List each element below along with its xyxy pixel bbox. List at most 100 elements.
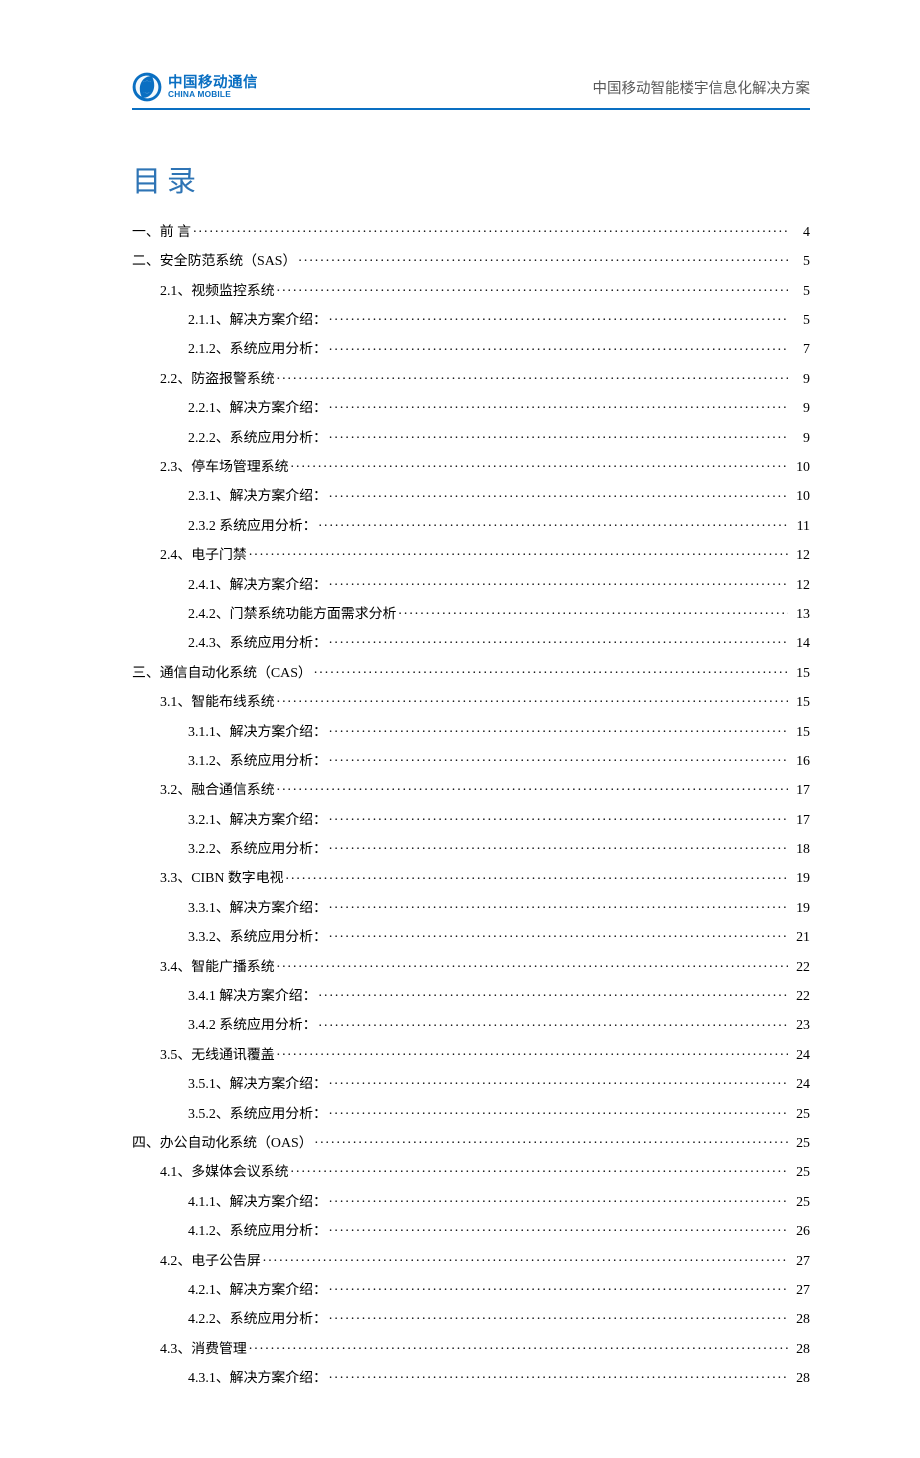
toc-leader-dots [329, 751, 788, 765]
toc-label: 3.2.1、解决方案介绍： [188, 814, 327, 828]
toc-row[interactable]: 2.3、停车场管理系统10 [132, 457, 810, 475]
toc-leader-dots [329, 810, 788, 824]
toc-label: 3.4、智能广播系统 [160, 961, 275, 975]
toc-page-number: 27 [790, 1284, 810, 1298]
toc-row[interactable]: 4.3、消费管理28 [132, 1339, 810, 1357]
toc-row[interactable]: 2.4、电子门禁12 [132, 545, 810, 563]
logo-text: 中国移动通信 CHINA MOBILE [168, 76, 258, 99]
toc-row[interactable]: 4.3.1、解决方案介绍：28 [132, 1368, 810, 1386]
toc-row[interactable]: 4.1.2、系统应用分析： 26 [132, 1221, 810, 1239]
toc-label: 2.4.1、解决方案介绍： [188, 579, 327, 593]
toc-leader-dots [329, 487, 788, 501]
toc-leader-dots [329, 1221, 788, 1235]
logo-text-cn: 中国移动通信 [168, 76, 258, 91]
toc-row[interactable]: 3.5.1、解决方案介绍：24 [132, 1074, 810, 1092]
toc-row[interactable]: 3.2.1、解决方案介绍：17 [132, 810, 810, 828]
toc-leader-dots [329, 722, 788, 736]
toc-page-number: 27 [790, 1255, 810, 1269]
toc-page-number: 25 [790, 1137, 810, 1151]
toc-leader-dots [277, 780, 788, 794]
toc-label: 2.2.2、系统应用分析： [188, 432, 327, 446]
toc-leader-dots [277, 369, 788, 383]
toc-row[interactable]: 3.5、无线通讯覆盖24 [132, 1045, 810, 1063]
toc-row[interactable]: 3.2.2、系统应用分析：18 [132, 839, 810, 857]
toc-label: 四、办公自动化系统（OAS） [132, 1137, 313, 1151]
toc-leader-dots [329, 898, 788, 912]
toc-row[interactable]: 3.3.2、系统应用分析：21 [132, 927, 810, 945]
toc-leader-dots [329, 1309, 788, 1323]
toc-label: 2.3.1、解决方案介绍： [188, 490, 327, 504]
toc-row[interactable]: 二、安全防范系统（SAS） 5 [132, 251, 810, 269]
logo-block: 中国移动通信 CHINA MOBILE [132, 72, 258, 102]
toc-label: 4.3.1、解决方案介绍： [188, 1372, 327, 1386]
toc-row[interactable]: 4.1、多媒体会议系统25 [132, 1163, 810, 1181]
toc-leader-dots [329, 927, 788, 941]
toc-page-number: 13 [790, 608, 810, 622]
toc-row[interactable]: 2.2、防盗报警系统9 [132, 369, 810, 387]
toc-page-number: 5 [790, 255, 810, 269]
toc-row[interactable]: 4.1.1、解决方案介绍：25 [132, 1192, 810, 1210]
toc-leader-dots [249, 1339, 788, 1353]
toc-row[interactable]: 3.5.2、系统应用分析：25 [132, 1104, 810, 1122]
toc-row[interactable]: 2.4.3、系统应用分析：14 [132, 633, 810, 651]
toc-leader-dots [329, 1104, 788, 1118]
toc-label: 3.2.2、系统应用分析： [188, 843, 327, 857]
toc-row[interactable]: 3.4、智能广播系统22 [132, 957, 810, 975]
toc-page-number: 12 [790, 579, 810, 593]
toc-row[interactable]: 2.2.2、系统应用分析： 9 [132, 428, 810, 446]
toc-label: 4.1.2、系统应用分析： [188, 1225, 327, 1239]
toc-label: 二、安全防范系统（SAS） [132, 255, 296, 269]
toc-leader-dots [319, 516, 789, 530]
toc-label: 4.2.1、解决方案介绍： [188, 1284, 327, 1298]
toc-leader-dots [277, 957, 788, 971]
toc-row[interactable]: 三、通信自动化系统（CAS）15 [132, 663, 810, 681]
toc-row[interactable]: 一、前 言4 [132, 222, 810, 240]
toc-leader-dots [319, 1016, 789, 1030]
china-mobile-logo-icon [132, 72, 162, 102]
toc-row[interactable]: 3.4.1 解决方案介绍：22 [132, 986, 810, 1004]
toc-row[interactable]: 2.1.1、解决方案介绍：5 [132, 310, 810, 328]
toc-page-number: 19 [790, 872, 810, 886]
toc-row[interactable]: 3.1、智能布线系统15 [132, 692, 810, 710]
toc-page-number: 23 [790, 1019, 810, 1033]
toc-page-number: 14 [790, 637, 810, 651]
toc-row[interactable]: 3.1.2、系统应用分析：16 [132, 751, 810, 769]
toc-label: 3.3.1、解决方案介绍： [188, 902, 327, 916]
toc-label: 2.4.2、门禁系统功能方面需求分析 [188, 608, 396, 622]
toc-row[interactable]: 2.3.2 系统应用分析：11 [132, 516, 810, 534]
toc-row[interactable]: 4.2、电子公告屏27 [132, 1251, 810, 1269]
toc-row[interactable]: 2.4.2、门禁系统功能方面需求分析 13 [132, 604, 810, 622]
toc-leader-dots [329, 633, 788, 647]
toc-label: 三、通信自动化系统（CAS） [132, 667, 312, 681]
toc-row[interactable]: 4.2.2、系统应用分析：28 [132, 1309, 810, 1327]
toc-leader-dots [319, 986, 789, 1000]
toc-page-number: 10 [790, 490, 810, 504]
toc-label: 3.5.2、系统应用分析： [188, 1108, 327, 1122]
toc-row[interactable]: 3.3.1、解决方案介绍：19 [132, 898, 810, 916]
toc-row[interactable]: 2.2.1、解决方案介绍：9 [132, 398, 810, 416]
toc-label: 4.1.1、解决方案介绍： [188, 1196, 327, 1210]
toc-leader-dots [398, 604, 788, 618]
toc-row[interactable]: 2.3.1、解决方案介绍： 10 [132, 487, 810, 505]
toc-row[interactable]: 2.1、视频监控系统5 [132, 281, 810, 299]
toc-label: 2.2.1、解决方案介绍： [188, 402, 327, 416]
toc-row[interactable]: 3.1.1、解决方案介绍：15 [132, 722, 810, 740]
toc-row[interactable]: 3.3、CIBN 数字电视19 [132, 869, 810, 887]
toc-row[interactable]: 四、办公自动化系统（OAS） 25 [132, 1133, 810, 1151]
toc-page-number: 15 [790, 726, 810, 740]
toc-page-number: 26 [790, 1225, 810, 1239]
toc-row[interactable]: 3.4.2 系统应用分析： 23 [132, 1016, 810, 1034]
toc-row[interactable]: 4.2.1、解决方案介绍： 27 [132, 1280, 810, 1298]
toc-label: 2.1.2、系统应用分析： [188, 343, 327, 357]
toc-row[interactable]: 3.2、融合通信系统17 [132, 780, 810, 798]
toc-row[interactable]: 2.4.1、解决方案介绍： 12 [132, 575, 810, 593]
toc-label: 3.4.2 系统应用分析： [188, 1019, 317, 1033]
toc-page-number: 5 [790, 285, 810, 299]
toc-label: 3.1.2、系统应用分析： [188, 755, 327, 769]
toc-page-number: 11 [790, 520, 810, 534]
toc-page-number: 28 [790, 1343, 810, 1357]
toc-row[interactable]: 2.1.2、系统应用分析：7 [132, 340, 810, 358]
toc-page-number: 9 [790, 432, 810, 446]
toc-leader-dots [329, 340, 788, 354]
toc-label: 3.1、智能布线系统 [160, 696, 275, 710]
